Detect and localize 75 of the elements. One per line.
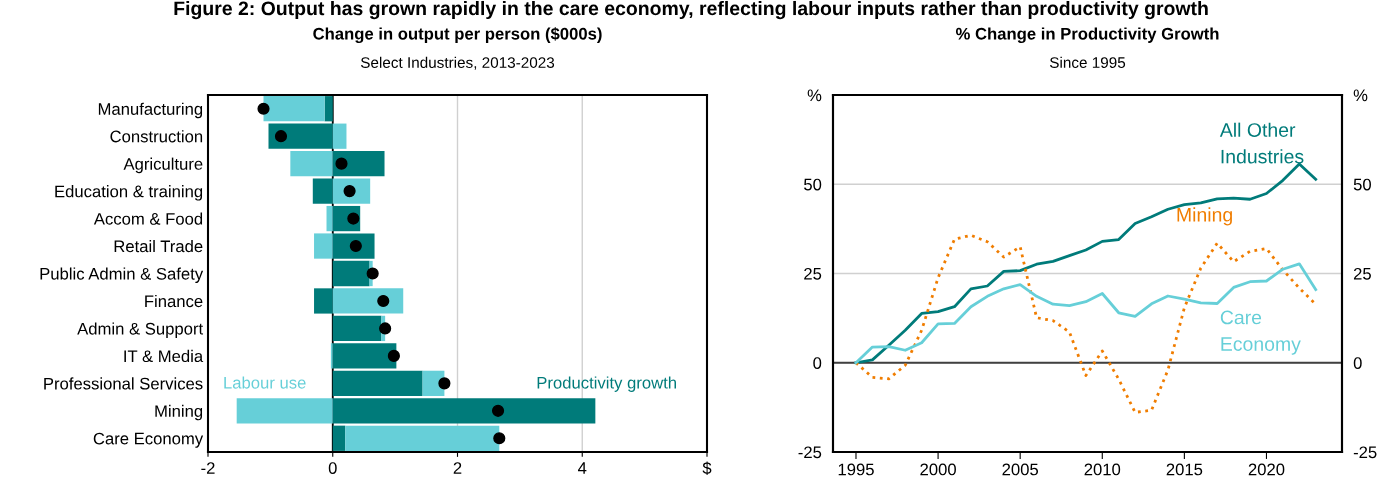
point (366, 267, 379, 280)
y-tick-label: IT & Media (124, 349, 204, 363)
x-tick-label: 0 (328, 462, 337, 474)
point (257, 102, 270, 115)
point (438, 377, 451, 390)
y-tick-label: Manufacturing (98, 102, 203, 119)
y-tick-label: Construction (110, 130, 203, 143)
point (347, 212, 360, 225)
y-tick-label: Public Admin & Safety (40, 267, 204, 283)
chart-title: Change in output per person ($000s) (313, 27, 602, 43)
point (387, 349, 400, 362)
y-tick-label: 0 (813, 357, 822, 369)
y-tick-label: Agriculture (123, 157, 203, 174)
point (493, 432, 506, 445)
bar (332, 343, 397, 369)
series-label: Labour use (224, 376, 306, 389)
line-series (854, 262, 1318, 365)
x-tick-label: 2 (453, 462, 462, 474)
bar (332, 260, 370, 287)
x-tick-label: 2010 (1084, 463, 1121, 476)
y-tick-label: Mining (155, 404, 203, 421)
bar (326, 205, 333, 232)
bar (236, 398, 333, 424)
bar (332, 315, 382, 342)
x-tick-label: 2020 (1248, 463, 1285, 476)
y2-tick-label: 25 (1353, 267, 1371, 280)
bar (290, 151, 333, 177)
y-tick-label: 50 (804, 178, 822, 191)
bar (332, 151, 385, 177)
bar (314, 233, 333, 259)
y-tick-label: % (807, 89, 822, 102)
bar (332, 288, 404, 314)
y2-tick-label: 50 (1353, 178, 1371, 191)
x-tick-label: 1995 (838, 463, 874, 476)
point (335, 157, 348, 170)
bar (324, 96, 333, 122)
bar (332, 425, 346, 451)
bar (268, 123, 333, 149)
y-tick-label: Accom & Food (93, 212, 203, 225)
point (274, 130, 288, 143)
chart-title: % Change in Productivity Growth (955, 27, 1219, 43)
y-tick-label: 25 (804, 267, 822, 280)
y-tick-label: Admin & Support (77, 322, 204, 338)
series-label: Mining (1177, 207, 1232, 226)
y2-tick-label: % (1353, 89, 1368, 102)
y-tick-label: Finance (145, 294, 203, 308)
series-label: Care Economy (1220, 310, 1301, 355)
bar (332, 370, 423, 396)
point (379, 322, 392, 335)
caption: Figure 2: Output has grown rapidly in the care economy, reflecting labour inputs rather than productivity growth (174, 0, 1208, 20)
y-tick-label: -25 (798, 446, 822, 459)
y2-tick-label: 0 (1353, 357, 1362, 369)
x-tick-label: -2 (201, 462, 215, 474)
bar (345, 425, 500, 451)
point (377, 294, 390, 308)
x-tick-label: 2000 (920, 463, 956, 476)
y-tick-label: Care Economy (93, 432, 204, 448)
chart-subtitle: Select Industries, 2013-2023 (360, 56, 555, 70)
bar (332, 398, 596, 424)
x-tick-label: 2015 (1166, 463, 1203, 476)
point (491, 404, 505, 417)
x-tick-label: $ (702, 461, 712, 475)
x-tick-label: 4 (578, 462, 587, 474)
y-tick-label: Retail Trade (114, 240, 203, 253)
y-tick-label: Education & training (55, 185, 203, 201)
y-tick-label: Professional Services (44, 377, 203, 390)
chart-subtitle: Since 1995 (1049, 56, 1126, 68)
bar (312, 178, 333, 204)
y2-tick-label: -25 (1353, 446, 1377, 459)
bar (263, 96, 325, 122)
x-tick-label: 2005 (1002, 463, 1039, 476)
bar (332, 123, 347, 149)
bar (314, 288, 333, 314)
series-label: Productivity growth (537, 376, 676, 392)
series-label: All Other Industries (1219, 122, 1304, 164)
